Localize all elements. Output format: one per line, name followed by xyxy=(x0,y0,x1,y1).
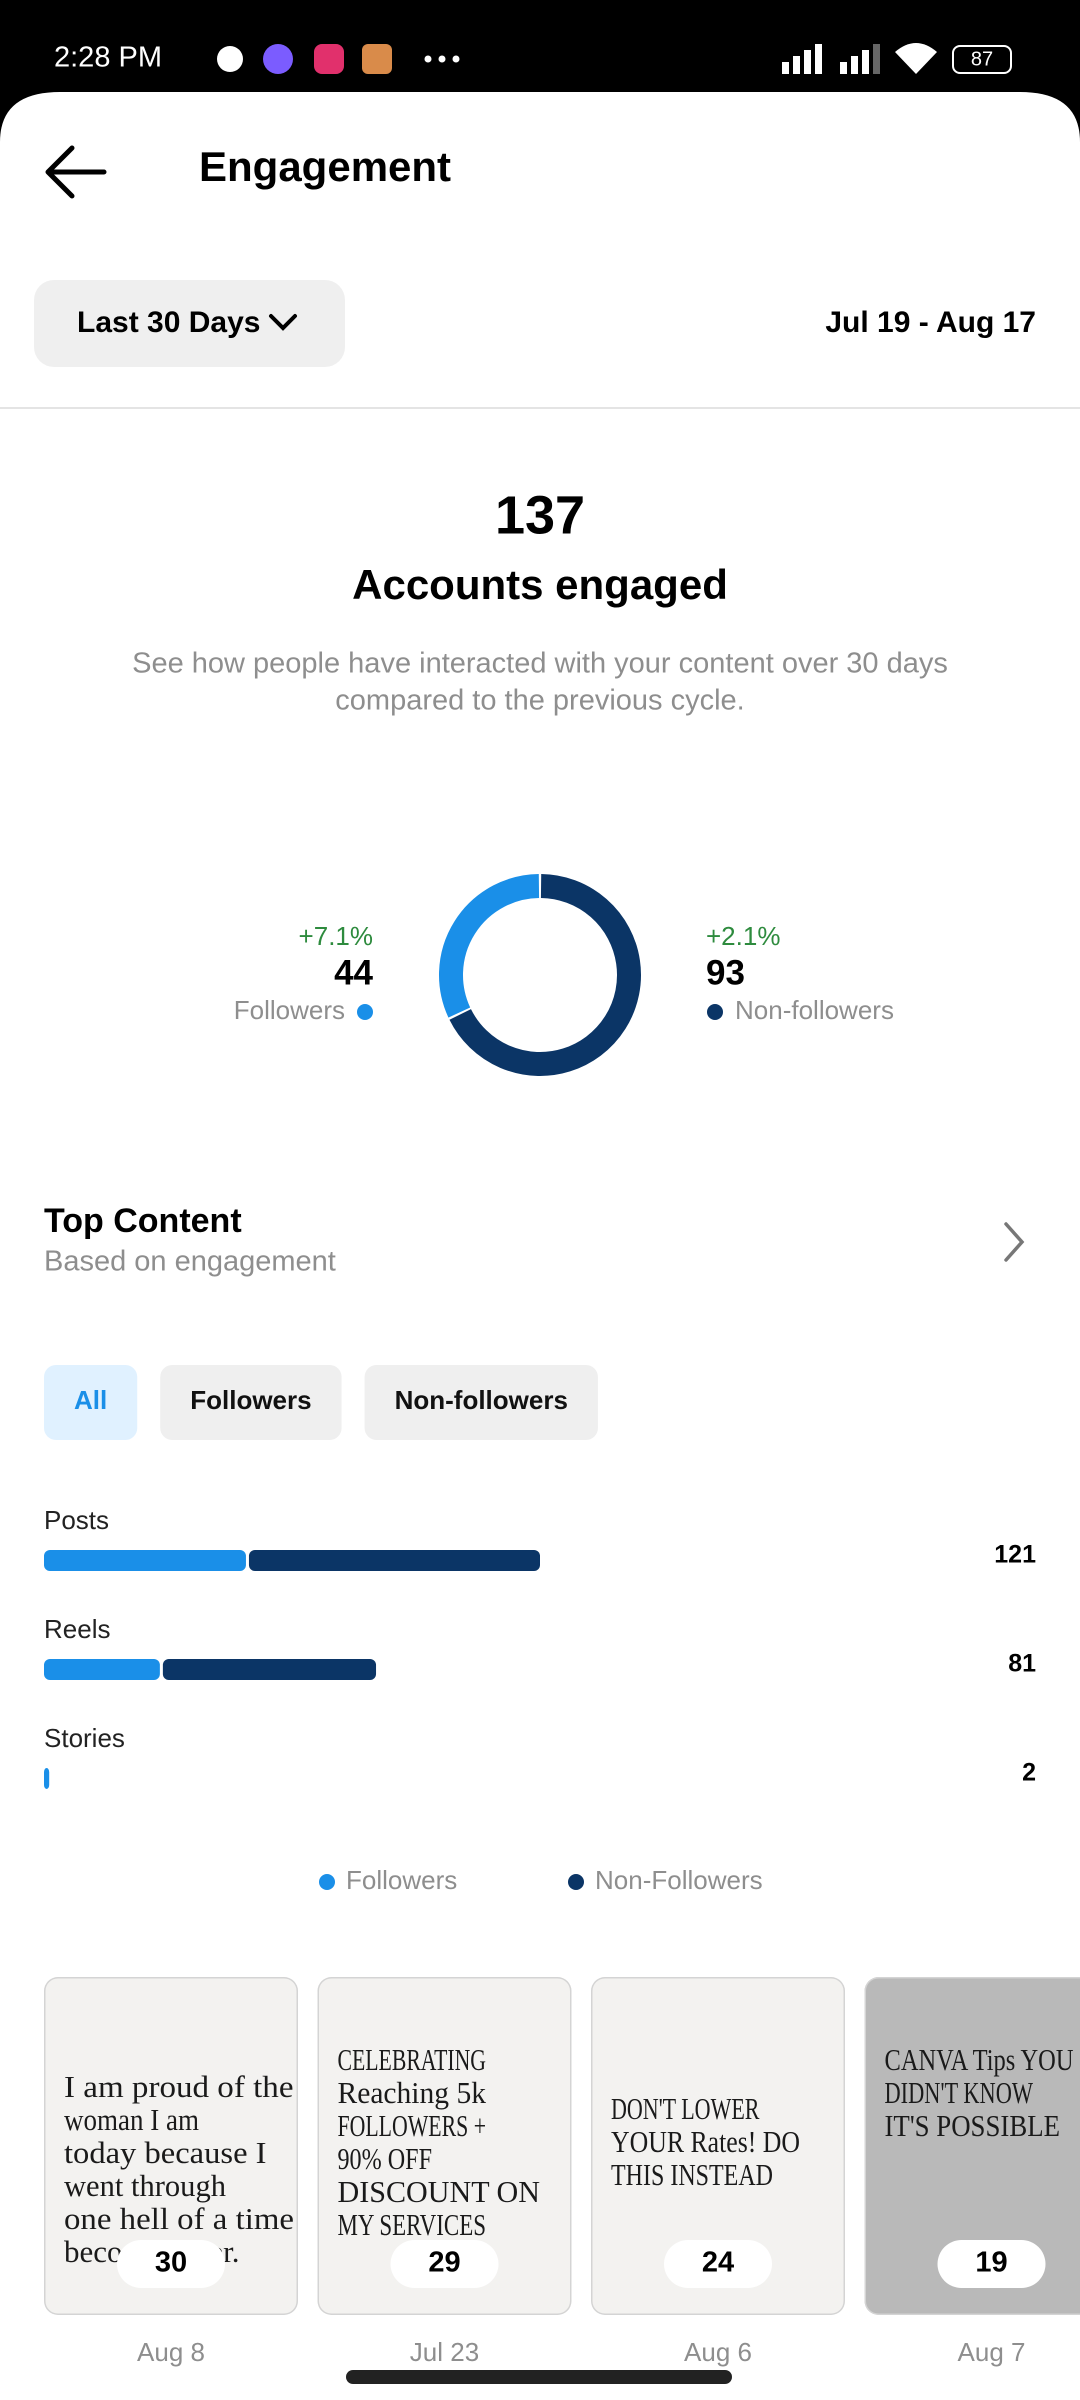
thumbnail-text: MY SERVICES xyxy=(338,2207,487,2242)
section-subtitle: Based on engagement xyxy=(44,1246,336,1278)
chevron-right[interactable] xyxy=(1004,1222,1025,1262)
thumbnail-text: CANVA Tips YOU xyxy=(885,2042,1074,2077)
bar-segment xyxy=(248,1550,540,1571)
thumbnail-date: Jul 23 xyxy=(410,2337,479,2367)
legend-label: Followers xyxy=(234,995,345,1025)
count-pill xyxy=(117,2240,225,2288)
thumbnail-text: DIDN'T KNOW xyxy=(885,2075,1034,2110)
thumbnail-text: I am proud of the xyxy=(64,2069,294,2104)
count-value: 29 xyxy=(428,2247,460,2279)
tab-label: All xyxy=(74,1385,107,1415)
change-label: +7.1% xyxy=(299,921,373,951)
legend-dot xyxy=(707,1004,723,1020)
thumbnail-text: 90% OFF xyxy=(338,2141,433,2176)
bar-segment xyxy=(162,1659,377,1680)
count-value: 19 xyxy=(975,2247,1007,2279)
status-time: 2:28 PM xyxy=(54,42,162,74)
legend-label: Non-Followers xyxy=(595,1865,763,1895)
donut-segment xyxy=(439,874,540,1018)
bar-segment xyxy=(44,1659,160,1680)
donut-value: 93 xyxy=(706,953,745,992)
thumbnail-text: FOLLOWERS + xyxy=(338,2108,487,2143)
count-value: 24 xyxy=(702,2247,734,2279)
thumbnail-text: one hell of a time xyxy=(64,2201,294,2236)
donut-value: 44 xyxy=(334,953,373,992)
thumbnail-bg xyxy=(44,1977,298,2315)
thumbnail-text: went through xyxy=(64,2168,226,2203)
thumbnail-text: DISCOUNT ON xyxy=(338,2174,541,2209)
thumbnail-date: Aug 6 xyxy=(684,2337,752,2367)
thumbnail-bg xyxy=(591,1977,845,2315)
tab-label: Followers xyxy=(190,1385,311,1415)
tab-label: Non-followers xyxy=(395,1385,568,1415)
change-label: +2.1% xyxy=(706,921,780,951)
sheet xyxy=(0,92,1080,2400)
summary-value: 137 xyxy=(495,485,585,545)
section-title: Top Content xyxy=(44,1202,242,1240)
status-icons xyxy=(217,43,937,74)
bar-category: Reels xyxy=(44,1614,110,1644)
count-pill xyxy=(937,2240,1046,2288)
legend-dot xyxy=(568,1874,584,1890)
thumbnail-text: IT'S POSSIBLE xyxy=(885,2108,1061,2143)
summary-description: See how people have interacted with your… xyxy=(132,648,948,680)
period-dropdown[interactable] xyxy=(34,280,345,367)
thumbnail-bg xyxy=(864,1977,1080,2315)
tab[interactable] xyxy=(364,1365,598,1440)
count-pill xyxy=(390,2240,499,2288)
legend-dot xyxy=(319,1874,335,1890)
count-pill xyxy=(664,2240,772,2288)
thumbnail-text: today because I xyxy=(64,2135,267,2170)
legend-label: Non-followers xyxy=(735,995,894,1025)
chevron-down xyxy=(269,314,297,331)
bar-segment xyxy=(44,1550,246,1571)
back-button[interactable] xyxy=(45,145,107,199)
thumbnail-date: Aug 7 xyxy=(958,2337,1026,2367)
summary-description: compared to the previous cycle. xyxy=(335,685,744,717)
bar-segment xyxy=(44,1768,50,1789)
thumbnail-text: THIS INSTEAD xyxy=(611,2157,773,2192)
thumbnail-bg xyxy=(317,1977,572,2315)
legend-label: Followers xyxy=(346,1865,457,1895)
bar-total: 2 xyxy=(1022,1759,1036,1787)
bar-total: 121 xyxy=(994,1541,1036,1569)
home-indicator xyxy=(346,2370,732,2384)
battery-level: 87 xyxy=(971,48,993,70)
thumbnail-text: YOUR Rates! DO xyxy=(611,2124,800,2159)
battery xyxy=(952,45,1012,74)
legend-dot xyxy=(357,1004,373,1020)
bar-category: Posts xyxy=(44,1505,109,1535)
thumbnail-text: CELEBRATING xyxy=(338,2042,487,2077)
tab[interactable] xyxy=(44,1365,138,1440)
divider xyxy=(0,407,1080,409)
page-title: Engagement xyxy=(199,143,451,190)
thumbnail-text: Reaching 5k xyxy=(338,2075,487,2110)
tab[interactable] xyxy=(160,1365,342,1440)
thumbnail-text: DON'T LOWER xyxy=(611,2091,760,2126)
bar-total: 81 xyxy=(1008,1650,1036,1678)
count-value: 30 xyxy=(155,2247,187,2279)
thumbnail-text: woman I am xyxy=(64,2102,199,2137)
summary-label: Accounts engaged xyxy=(352,561,728,608)
bar-category: Stories xyxy=(44,1723,125,1753)
date-range: Jul 19 - Aug 17 xyxy=(825,306,1036,339)
thumbnail-date: Aug 8 xyxy=(137,2337,205,2367)
donut-segment xyxy=(449,874,641,1076)
period-label: Last 30 Days xyxy=(77,306,260,339)
